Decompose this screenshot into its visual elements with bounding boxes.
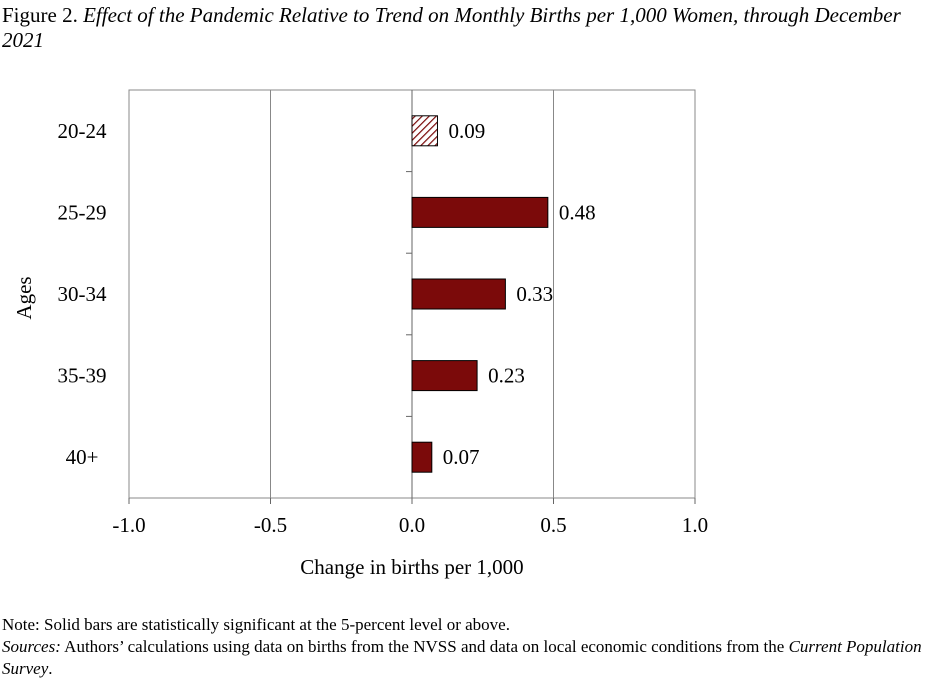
value-label: 0.09 (448, 119, 485, 143)
x-tick-label: -0.5 (254, 513, 287, 537)
bar-20-24 (411, 115, 438, 147)
sources-body: Authors’ calculations using data on birt… (60, 637, 789, 656)
x-tick-label: 0.5 (540, 513, 566, 537)
bar-25-29 (411, 196, 549, 228)
category-label: 30-34 (58, 282, 107, 306)
figure-title: Figure 2. Effect of the Pandemic Relativ… (2, 3, 937, 53)
y-axis-title: Ages (12, 276, 36, 319)
bar-30-34 (411, 278, 506, 310)
value-label: 0.23 (488, 364, 525, 388)
category-label: 25-29 (58, 200, 107, 224)
x-tick-label: 1.0 (682, 513, 708, 537)
figure-title-text: Effect of the Pandemic Relative to Trend… (2, 3, 901, 52)
bar-chart: -1.0 -0.5 0.0 0.5 1.0 20-24 0.09 25-29 0.48 30-34… (12, 89, 708, 579)
category-label: 35-39 (58, 364, 107, 388)
x-tick-label: 0.0 (399, 513, 425, 537)
category-label: 20-24 (58, 119, 107, 143)
value-label: 0.33 (516, 282, 553, 306)
sources-label: Sources: (2, 637, 61, 656)
sources-end: . (48, 659, 53, 678)
sources-text: Sources: Authors’ calculations using dat… (2, 636, 937, 680)
value-label: 0.48 (559, 200, 596, 224)
bar-35-39 (411, 360, 478, 392)
note-text: Note: Solid bars are statistically signi… (2, 615, 510, 634)
figure-notes: Note: Solid bars are statistically signi… (2, 614, 937, 680)
bar-40+ (411, 441, 433, 473)
figure-number: Figure 2. (2, 3, 78, 27)
value-label: 0.07 (443, 445, 480, 469)
sources-cps: Current Population Survey (2, 637, 922, 678)
category-label: 40+ (66, 445, 99, 469)
x-tick-label: -1.0 (112, 513, 145, 537)
x-axis-title: Change in births per 1,000 (300, 555, 523, 579)
